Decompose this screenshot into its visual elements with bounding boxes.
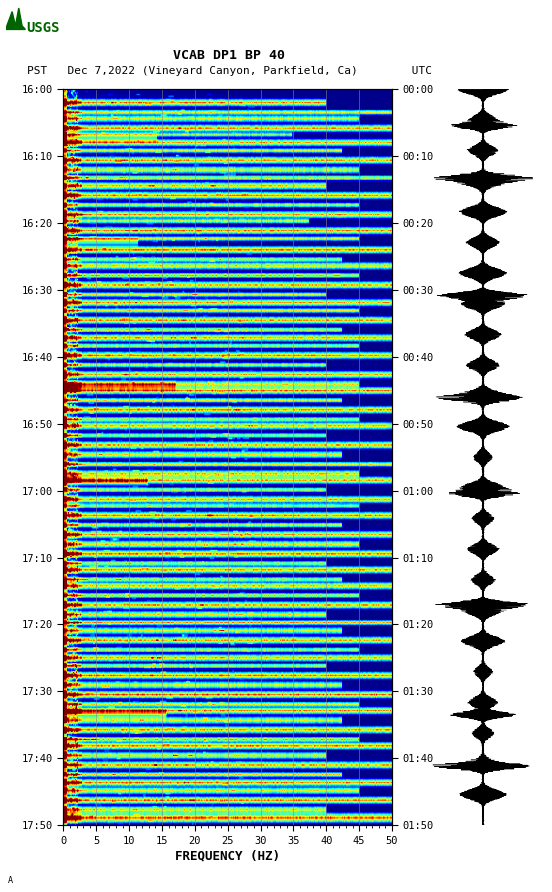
X-axis label: FREQUENCY (HZ): FREQUENCY (HZ)	[175, 850, 280, 863]
Text: PST   Dec 7,2022 (Vineyard Canyon, Parkfield, Ca)        UTC: PST Dec 7,2022 (Vineyard Canyon, Parkfie…	[26, 66, 432, 77]
Polygon shape	[6, 8, 25, 29]
Text: USGS: USGS	[26, 21, 60, 35]
Text: VCAB DP1 BP 40: VCAB DP1 BP 40	[173, 49, 285, 62]
Text: A: A	[8, 876, 13, 885]
